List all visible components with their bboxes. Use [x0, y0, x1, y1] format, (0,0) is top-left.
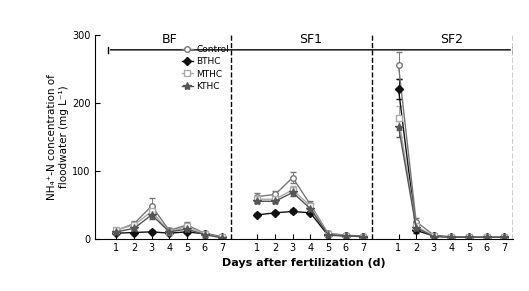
Text: BF: BF — [161, 33, 177, 47]
Text: SF1: SF1 — [299, 33, 322, 47]
Legend: Control, BTHC, MTHC, KTHC: Control, BTHC, MTHC, KTHC — [180, 44, 231, 93]
X-axis label: Days after fertilization (d): Days after fertilization (d) — [222, 258, 386, 268]
Y-axis label: NH₄⁺-N concentration of
floodwater (mg L⁻¹): NH₄⁺-N concentration of floodwater (mg L… — [48, 74, 69, 200]
Text: SF2: SF2 — [440, 33, 463, 47]
